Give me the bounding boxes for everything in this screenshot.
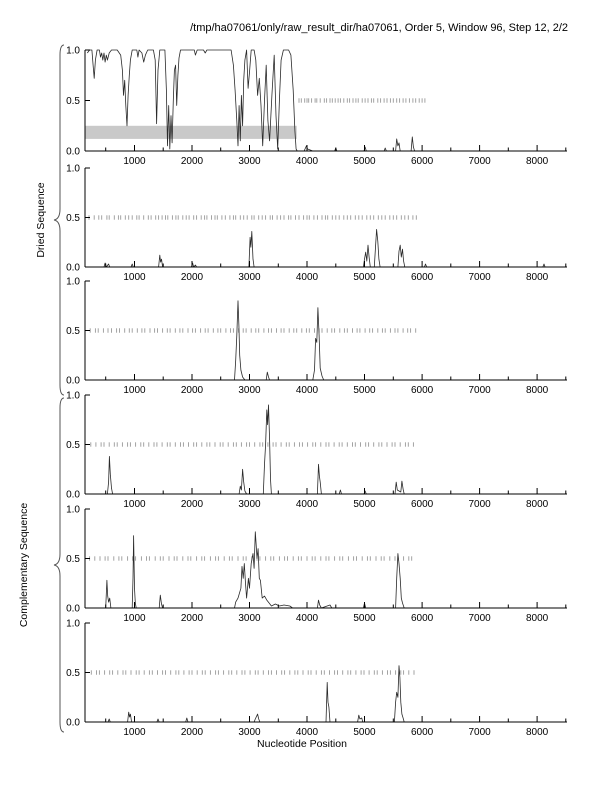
x-tick-label: 8000 [526, 272, 549, 283]
x-tick-label: 3000 [238, 727, 261, 738]
highlight-band [85, 125, 297, 139]
x-tick-label: 1000 [123, 727, 146, 738]
subplot-4: 0.0 0.5 1.0 1000 2000 3000 4000 5000 6000 7000 800… [66, 391, 567, 510]
y-tick-label: 0.0 [66, 147, 80, 158]
x-tick-label: 4000 [296, 727, 319, 738]
data-curve [87, 665, 564, 723]
y-tick-label: 0.5 [66, 440, 80, 451]
subplot-panels: 0.0 0.5 1.0 1000 2000 3000 4000 5000 6000 7000 800… [66, 46, 567, 738]
y-tick-label: 0.0 [66, 718, 80, 729]
x-tick-label: 1000 [123, 272, 146, 283]
x-tick-label: 5000 [353, 156, 376, 167]
x-tick-label: 3000 [238, 385, 261, 396]
x-tick-label: 4000 [296, 613, 319, 624]
subplot-2: 0.0 0.5 1.0 1000 2000 3000 4000 5000 6000 7000 800… [66, 164, 567, 283]
x-tick-label: 7000 [468, 272, 491, 283]
x-tick-label: 6000 [411, 272, 434, 283]
x-tick-label: 1000 [123, 385, 146, 396]
x-tick-label: 7000 [468, 385, 491, 396]
y-tick-label: 1.0 [66, 277, 80, 288]
x-tick-label: 3000 [238, 272, 261, 283]
x-tick-label: 8000 [526, 385, 549, 396]
x-tick-label: 6000 [411, 727, 434, 738]
x-axis-title: Nucleotide Position [257, 738, 347, 750]
data-curve [87, 300, 564, 381]
y-tick-label: 0.0 [66, 263, 80, 274]
figure-title: /tmp/ha07061/only/raw_result_dir/ha07061… [190, 22, 568, 34]
x-tick-label: 4000 [296, 499, 319, 510]
x-tick-label: 4000 [296, 156, 319, 167]
x-tick-label: 5000 [353, 727, 376, 738]
x-tick-label: 8000 [526, 727, 549, 738]
dried-sequence-brace [53, 44, 65, 396]
dried-sequence-label: Dried Sequence [35, 182, 47, 257]
y-tick-label: 1.0 [66, 619, 80, 630]
x-tick-label: 1000 [123, 156, 146, 167]
x-tick-label: 4000 [296, 272, 319, 283]
x-tick-label: 6000 [411, 499, 434, 510]
complementary-sequence-brace [53, 397, 65, 733]
subplot-6: 0.0 0.5 1.0 1000 2000 3000 4000 5000 6000 7000 800… [66, 619, 567, 738]
subplot-5: 0.0 0.5 1.0 1000 2000 3000 4000 5000 6000 7000 800… [66, 505, 567, 624]
y-tick-label: 0.0 [66, 490, 80, 501]
y-tick-label: 0.5 [66, 213, 80, 224]
subplot-3: 0.0 0.5 1.0 1000 2000 3000 4000 5000 6000 7000 800… [66, 277, 567, 396]
y-tick-label: 0.5 [66, 554, 80, 565]
complementary-sequence-label: Complementary Sequence [18, 503, 30, 627]
y-tick-label: 1.0 [66, 164, 80, 175]
x-tick-label: 5000 [353, 499, 376, 510]
x-tick-label: 5000 [353, 385, 376, 396]
x-tick-label: 5000 [353, 613, 376, 624]
y-tick-label: 1.0 [66, 46, 80, 57]
x-tick-label: 2000 [181, 385, 204, 396]
y-tick-label: 0.5 [66, 96, 80, 107]
y-tick-label: 1.0 [66, 505, 80, 516]
x-tick-label: 8000 [526, 156, 549, 167]
y-tick-label: 1.0 [66, 391, 80, 402]
x-tick-label: 2000 [181, 499, 204, 510]
x-tick-label: 7000 [468, 156, 491, 167]
x-tick-label: 8000 [526, 499, 549, 510]
x-tick-label: 2000 [181, 156, 204, 167]
subplot-1: 0.0 0.5 1.0 1000 2000 3000 4000 5000 6000 7000 800… [66, 46, 567, 167]
x-tick-label: 2000 [181, 727, 204, 738]
x-tick-label: 3000 [238, 613, 261, 624]
y-tick-label: 0.5 [66, 668, 80, 679]
x-tick-label: 2000 [181, 613, 204, 624]
x-tick-label: 7000 [468, 727, 491, 738]
x-tick-label: 5000 [353, 272, 376, 283]
y-tick-label: 0.0 [66, 604, 80, 615]
x-tick-label: 7000 [468, 499, 491, 510]
x-tick-label: 3000 [238, 499, 261, 510]
x-tick-label: 7000 [468, 613, 491, 624]
x-tick-label: 6000 [411, 385, 434, 396]
x-tick-label: 6000 [411, 613, 434, 624]
y-tick-label: 0.5 [66, 326, 80, 337]
x-tick-label: 8000 [526, 613, 549, 624]
y-tick-label: 0.0 [66, 376, 80, 387]
x-tick-label: 3000 [238, 156, 261, 167]
x-tick-label: 2000 [181, 272, 204, 283]
data-curve [87, 404, 564, 495]
data-curve [87, 531, 564, 609]
x-tick-label: 4000 [296, 385, 319, 396]
data-curve [87, 228, 564, 268]
x-tick-label: 1000 [123, 613, 146, 624]
x-tick-label: 6000 [411, 156, 434, 167]
x-tick-label: 1000 [123, 499, 146, 510]
